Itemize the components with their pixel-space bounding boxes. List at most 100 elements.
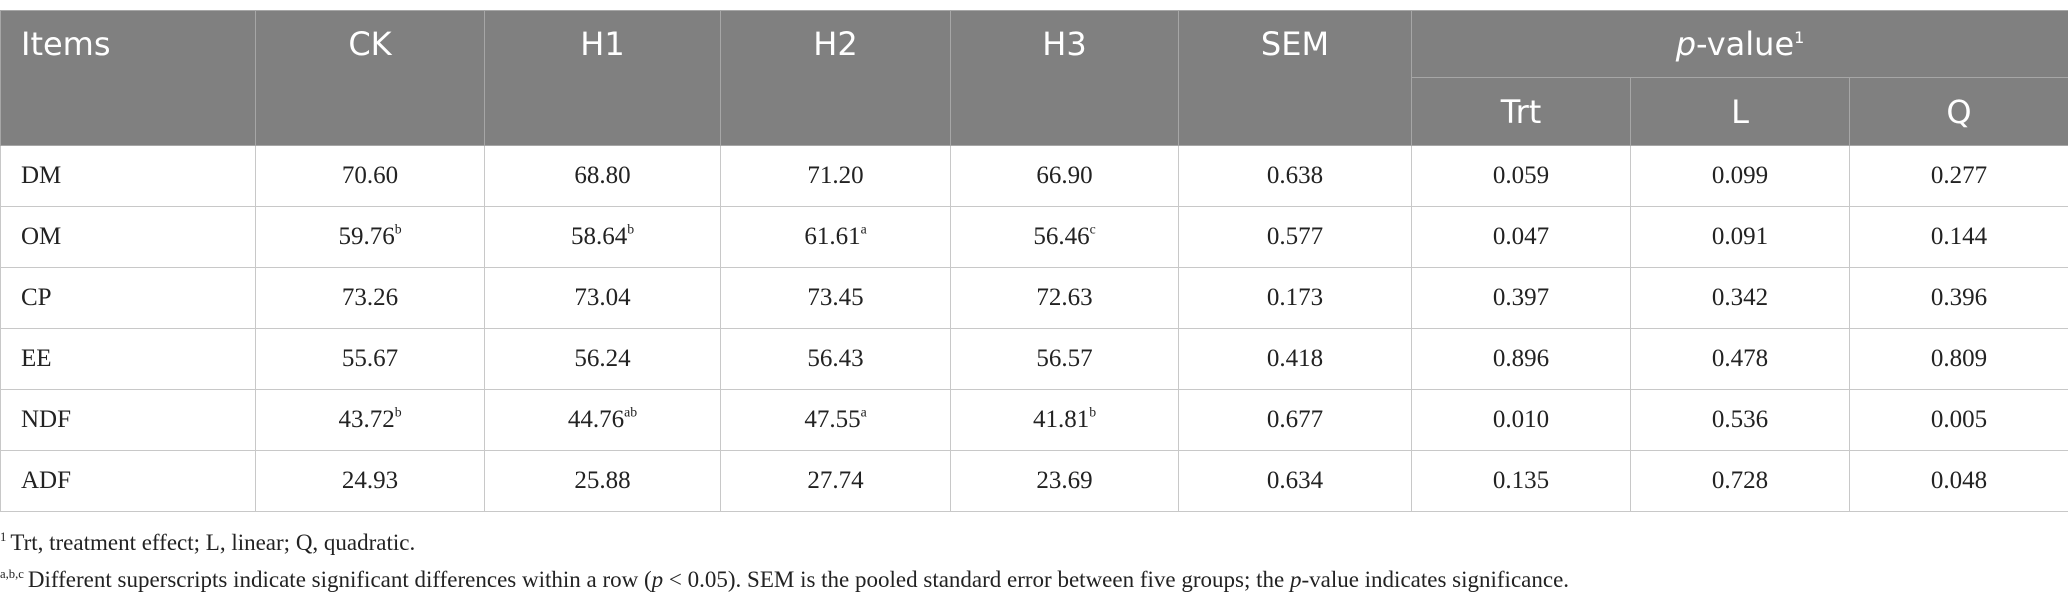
table-cell: 0.099 (1630, 145, 1850, 207)
footnotes: 1 Trt, treatment effect; L, linear; Q, qu… (0, 524, 1569, 598)
table-cell: 71.20 (720, 145, 951, 207)
table-cell: DM (0, 145, 256, 207)
footnote-text: p (651, 567, 664, 592)
footnote-text: p (1289, 567, 1302, 592)
cell-text: 47.55 (804, 406, 861, 433)
header-cell: H3 (950, 10, 1179, 146)
cell-text: 44.76 (567, 406, 625, 433)
table-cell: 0.418 (1178, 328, 1412, 390)
table-cell: 0.091 (1630, 206, 1850, 268)
table-header: Items CK H1 H2 H3 SEM p-value1 Trt L Q (0, 10, 2068, 146)
cell-text: 0.099 (1711, 162, 1769, 189)
superscript: b (627, 221, 635, 237)
cell-text: 0.047 (1492, 223, 1550, 250)
superscript: ab (624, 404, 638, 420)
cell-text: 0.048 (1930, 467, 1988, 494)
table-row: CP 73.26 73.04 73.45 72.63 0.173 0.397 0.342 0.3… (0, 267, 2068, 329)
table-cell: 70.60 (255, 145, 485, 207)
superscript: b (394, 221, 402, 237)
cell-text: 0.728 (1711, 467, 1769, 494)
cell-text: 0.396 (1930, 284, 1988, 311)
table-cell: 68.80 (484, 145, 721, 207)
footnote-text: Trt, treatment effect; L, linear; Q, qua… (10, 530, 416, 555)
cell-text: 27.74 (807, 467, 864, 494)
footnote-marker: 1 (0, 529, 7, 544)
table-cell: 0.896 (1411, 328, 1631, 390)
table-row: ADF 24.93 25.88 27.74 23.69 0.634 0.135 0.728 0.… (0, 450, 2068, 512)
cell-text: 59.76 (338, 223, 395, 250)
table-cell: 66.90 (950, 145, 1179, 207)
cell-text: 56.43 (807, 345, 864, 372)
table-cell: 0.059 (1411, 145, 1631, 207)
table-row: OM 59.76b 58.64b 61.61a 56.46c 0.577 0.047 0.09… (0, 206, 2068, 268)
cell-text: 24.93 (341, 467, 399, 494)
table-cell: 0.048 (1848, 450, 2068, 512)
table-cell: 55.67 (255, 328, 485, 390)
table-row: DM 70.60 68.80 71.20 66.90 0.638 0.059 0.099 0.2… (0, 145, 2068, 207)
cell-text: 68.80 (574, 162, 631, 189)
table-cell: 0.005 (1848, 389, 2068, 451)
table-cell: 0.047 (1411, 206, 1631, 268)
cell-text: 0.144 (1930, 223, 1988, 250)
table-cell: 0.144 (1848, 206, 2068, 268)
cell-text: 43.72 (338, 406, 395, 433)
table-cell: 0.634 (1178, 450, 1412, 512)
table-cell: 56.24 (484, 328, 721, 390)
cell-text: 0.059 (1492, 162, 1550, 189)
table-cell: 0.478 (1630, 328, 1850, 390)
table-cell: 0.135 (1411, 450, 1631, 512)
table-cell: 0.728 (1630, 450, 1850, 512)
table-cell: 27.74 (720, 450, 951, 512)
cell-text: CP (21, 284, 52, 311)
table-cell: 41.81b (950, 389, 1179, 451)
cell-text: 58.64 (570, 223, 628, 250)
table-cell: 0.577 (1178, 206, 1412, 268)
header-cell: H2 (720, 10, 951, 146)
table-cell: 25.88 (484, 450, 721, 512)
table-cell: 0.396 (1848, 267, 2068, 329)
cell-text: 0.634 (1266, 467, 1324, 494)
cell-text: 0.135 (1492, 467, 1550, 494)
cell-text: 56.24 (574, 345, 631, 372)
footnote-marker: a,b,c (0, 566, 24, 581)
footnote-text: < 0.05). SEM is the pooled standard erro… (663, 567, 1290, 592)
header-cell: Items (0, 10, 256, 146)
superscript: 1 (1794, 28, 1805, 47)
cell-text: 0.173 (1266, 284, 1324, 311)
data-table: Items CK H1 H2 H3 SEM p-value1 Trt L Q DM 70.60 68.… (0, 10, 2068, 512)
table-cell: 0.638 (1178, 145, 1412, 207)
table-cell: 0.277 (1848, 145, 2068, 207)
table-cell: 73.45 (720, 267, 951, 329)
header-text: -value (1696, 25, 1795, 63)
superscript: c (1089, 221, 1096, 237)
cell-text: 0.397 (1492, 284, 1550, 311)
table-cell: 0.536 (1630, 389, 1850, 451)
cell-text: 0.809 (1930, 345, 1988, 372)
cell-text: 0.677 (1266, 406, 1324, 433)
header-cell: p-value1 (1410, 10, 2068, 78)
table-cell: 43.72b (255, 389, 485, 451)
cell-text: EE (21, 345, 52, 372)
cell-text: 61.61 (804, 223, 861, 250)
table-cell: 0.173 (1178, 267, 1412, 329)
superscript: b (1089, 404, 1097, 420)
table-cell: 73.04 (484, 267, 721, 329)
subheader-cell: Q (1848, 77, 2068, 146)
table-row: EE 55.67 56.24 56.43 56.57 0.418 0.896 0.478 0.8… (0, 328, 2068, 390)
table-row: NDF 43.72b 44.76ab 47.55a 41.81b 0.677 0.010 0.… (0, 389, 2068, 451)
table-cell: 59.76b (255, 206, 485, 268)
table-cell: 58.64b (484, 206, 721, 268)
table-cell: 44.76ab (484, 389, 721, 451)
cell-text: NDF (21, 406, 72, 433)
footnote-text: Different superscripts indicate signific… (27, 567, 652, 592)
footnote-text: -value indicates significance. (1301, 567, 1570, 592)
superscript: b (394, 404, 402, 420)
cell-text: 0.010 (1492, 406, 1550, 433)
cell-text: 55.67 (341, 345, 399, 372)
cell-text: 73.26 (341, 284, 399, 311)
table-cell: 72.63 (950, 267, 1179, 329)
cell-text: DM (21, 162, 62, 189)
cell-text: 0.536 (1711, 406, 1769, 433)
cell-text: 73.45 (807, 284, 864, 311)
